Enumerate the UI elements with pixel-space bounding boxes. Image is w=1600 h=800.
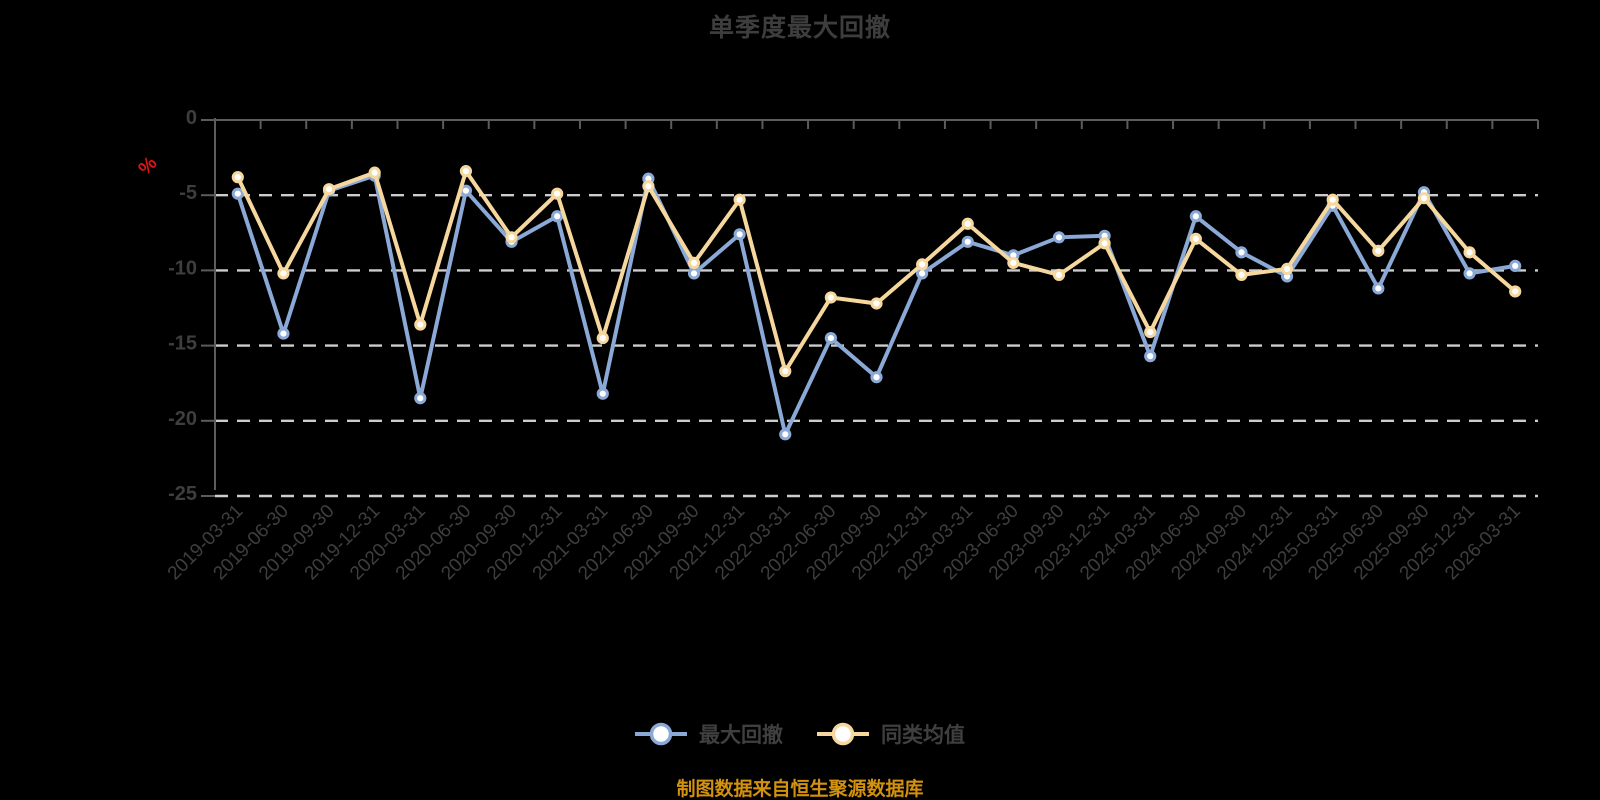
data-point-peer-average xyxy=(1280,262,1294,275)
data-point-max-drawdown xyxy=(1509,259,1522,272)
svg-text:-25: -25 xyxy=(168,483,197,505)
y-gridlines xyxy=(215,193,1538,498)
data-point-max-drawdown xyxy=(870,371,883,384)
data-point-peer-average xyxy=(505,231,518,244)
data-point-max-drawdown xyxy=(414,392,427,405)
chart-title: 单季度最大回撤 xyxy=(708,14,891,42)
data-point-peer-average xyxy=(1326,193,1339,206)
data-point-peer-average xyxy=(916,258,929,271)
data-point-max-drawdown xyxy=(1144,350,1157,363)
data-point-max-drawdown xyxy=(1189,210,1202,223)
data-point-peer-average xyxy=(1007,256,1020,269)
data-point-max-drawdown xyxy=(277,327,290,340)
legend-label-peer-average: 同类均值 xyxy=(881,724,965,747)
data-point-peer-average xyxy=(1189,232,1202,245)
data-point-peer-average xyxy=(277,267,290,280)
line-chart-plot: 0 -5 -10 -15 -20 -25% 2019-03-312019-06-302019… xyxy=(135,107,1539,585)
data-point-peer-average xyxy=(779,365,792,378)
data-point-max-drawdown xyxy=(824,331,837,345)
legend-item-peer-average[interactable]: 同类均值 xyxy=(817,719,965,749)
data-point-peer-average xyxy=(414,318,427,331)
data-point-peer-average xyxy=(961,217,974,230)
data-point-max-drawdown xyxy=(687,267,701,280)
data-point-max-drawdown xyxy=(1235,246,1248,259)
data-point-peer-average xyxy=(596,331,609,345)
data-point-peer-average xyxy=(1052,268,1066,282)
data-point-peer-average xyxy=(1235,268,1248,282)
data-point-max-drawdown xyxy=(733,228,746,241)
y-tick-labels: 0 -5 -10 -15 -20 -25 xyxy=(168,107,197,505)
svg-text:0: 0 xyxy=(186,107,197,129)
x-tick-labels: 2019-03-312019-06-302019-09-302019-12-31… xyxy=(164,501,1525,585)
data-point-max-drawdown xyxy=(231,187,244,200)
svg-text:-15: -15 xyxy=(168,333,197,355)
data-point-peer-average xyxy=(1463,246,1476,259)
legend-marker-peer-average-icon xyxy=(817,722,869,746)
data-point-peer-average xyxy=(642,180,655,193)
data-point-max-drawdown xyxy=(1052,231,1066,244)
data-point-peer-average xyxy=(1144,325,1157,339)
data-point-peer-average xyxy=(231,171,244,184)
legend-marker-max-drawdown-icon xyxy=(635,722,687,746)
data-point-peer-average xyxy=(824,291,837,304)
data-point-max-drawdown xyxy=(596,387,609,400)
data-point-peer-average xyxy=(1372,244,1385,257)
data-point-peer-average xyxy=(1417,192,1431,205)
svg-text:-20: -20 xyxy=(168,408,197,430)
data-point-max-drawdown xyxy=(779,428,792,441)
legend-item-max-drawdown[interactable]: 最大回撤 xyxy=(635,719,783,749)
data-source-note: 制图数据来自恒生聚源数据库 xyxy=(676,779,924,800)
data-point-max-drawdown xyxy=(961,235,974,248)
data-point-peer-average xyxy=(733,193,746,206)
data-point-peer-average xyxy=(870,297,883,310)
data-point-peer-average xyxy=(459,165,473,178)
data-point-max-drawdown xyxy=(1463,267,1476,280)
svg-text:-10: -10 xyxy=(168,257,197,279)
svg-text:-5: -5 xyxy=(179,182,197,204)
chart-legend: 最大回撤 同类均值 xyxy=(0,719,1600,749)
y-axis-unit-label: % xyxy=(135,153,162,180)
data-point-max-drawdown xyxy=(551,210,564,223)
data-point-peer-average xyxy=(551,187,564,200)
axes xyxy=(201,118,1539,497)
data-point-peer-average xyxy=(1509,285,1522,298)
data-point-peer-average xyxy=(1098,237,1111,250)
series-peer-average xyxy=(231,165,1522,378)
data-point-peer-average xyxy=(322,183,336,196)
data-point-peer-average xyxy=(687,256,701,269)
data-point-max-drawdown xyxy=(1372,282,1385,295)
legend-label-max-drawdown: 最大回撤 xyxy=(699,724,783,747)
data-point-peer-average xyxy=(368,166,381,179)
